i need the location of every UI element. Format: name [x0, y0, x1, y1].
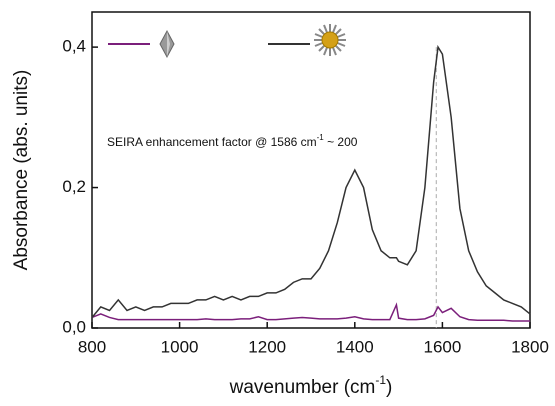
y-tick-label: 0,4	[62, 37, 86, 56]
x-tick-label: 1200	[248, 337, 286, 356]
y-tick-label: 0,2	[62, 177, 86, 196]
x-tick-label: 1000	[161, 337, 199, 356]
y-tick-label: 0,0	[62, 317, 86, 336]
x-axis-label: wavenumber (cm-1)	[229, 373, 393, 398]
annotation: SEIRA enhancement factor @ 1586 cm-1 ~ 2…	[107, 133, 358, 149]
legend-diamond	[159, 29, 175, 59]
legend-nanostar	[314, 24, 346, 56]
x-tick-label: 800	[78, 337, 106, 356]
x-tick-label: 1400	[336, 337, 374, 356]
x-tick-label: 1600	[423, 337, 461, 356]
x-tick-label: 1800	[511, 337, 549, 356]
series-line	[91, 302, 530, 322]
plot-frame	[91, 11, 531, 329]
series-line	[91, 44, 531, 318]
y-axis-label: Absorbance (abs. units)	[11, 70, 32, 271]
